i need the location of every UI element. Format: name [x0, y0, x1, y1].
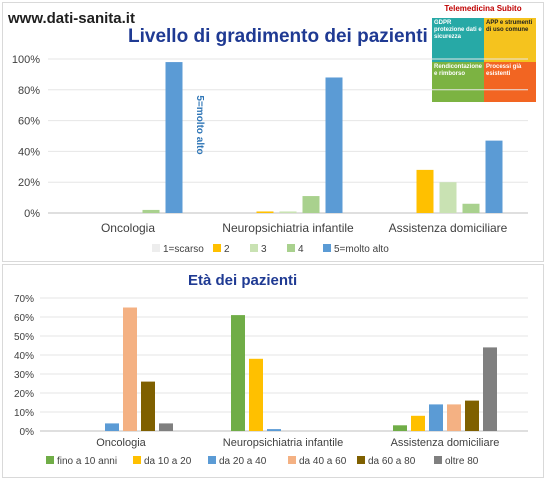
bar: [279, 211, 297, 213]
legend-label: 1=scarso: [163, 244, 204, 255]
bar: [325, 77, 343, 213]
bar: [231, 315, 245, 431]
bar: [485, 140, 503, 213]
chart-annotation: 5=molto alto: [194, 95, 205, 154]
site-label[interactable]: www.dati-sanita.it: [8, 10, 135, 27]
y-tick-label: 60%: [14, 313, 34, 324]
bar: [411, 415, 425, 431]
legend-swatch: [250, 244, 258, 252]
puzzle-piece-app: APP e strumenti di uso comune: [484, 18, 536, 62]
bar: [462, 203, 480, 213]
bar: [267, 429, 281, 431]
puzzle-piece-rendicontazione: Rendicontazione e rimborso: [432, 62, 484, 102]
bar: [105, 423, 119, 431]
bar: [393, 425, 407, 431]
legend-swatch: [287, 244, 295, 252]
y-tick-label: 40%: [14, 351, 34, 362]
legend-swatch: [46, 456, 54, 464]
y-tick-label: 60%: [18, 116, 40, 128]
y-tick-label: 40%: [18, 146, 40, 158]
legend-swatch: [323, 244, 331, 252]
category-label: Neuropsichiatria infantile: [223, 437, 343, 449]
bar: [142, 209, 160, 213]
satisfaction-chart-title: Livello di gradimento dei pazienti: [128, 26, 428, 47]
telemedicina-badge: Telemedicina Subito GDPR protezione dati…: [424, 4, 542, 104]
category-label: Oncologia: [96, 437, 146, 449]
legend-swatch: [152, 244, 160, 252]
puzzle-piece-processi: Processi già esistenti: [484, 62, 536, 102]
bar: [439, 182, 457, 213]
bar: [141, 381, 155, 431]
legend-swatch: [213, 244, 221, 252]
bar: [483, 347, 497, 431]
legend-label: da 10 a 20: [144, 456, 192, 467]
bar: [465, 400, 479, 431]
legend-label: 2: [224, 244, 230, 255]
bar: [165, 62, 183, 213]
y-tick-label: 0%: [24, 208, 40, 220]
bar: [416, 169, 434, 213]
y-tick-label: 70%: [14, 294, 34, 305]
bar: [302, 196, 320, 213]
y-tick-label: 80%: [18, 85, 40, 97]
puzzle-piece-gdpr: GDPR protezione dati e sicurezza: [432, 18, 484, 62]
y-tick-label: 30%: [14, 370, 34, 381]
y-tick-label: 20%: [18, 177, 40, 189]
legend-swatch: [434, 456, 442, 464]
legend-label: 3: [261, 244, 267, 255]
badge-title: Telemedicina Subito: [444, 4, 522, 13]
age-chart-title: Età dei pazienti: [188, 272, 298, 289]
legend-swatch: [357, 456, 365, 464]
bar: [159, 423, 173, 431]
y-tick-label: 20%: [14, 389, 34, 400]
category-label: Oncologia: [101, 221, 155, 235]
bar: [249, 358, 263, 431]
legend-label: oltre 80: [445, 456, 479, 467]
bar: [123, 307, 137, 431]
bar: [429, 404, 443, 431]
y-tick-label: 50%: [14, 332, 34, 343]
legend-swatch: [288, 456, 296, 464]
bar: [447, 404, 461, 431]
age-chart-panel: [2, 264, 544, 478]
category-label: Assistenza domiciliare: [391, 437, 500, 449]
legend-label: da 40 a 60: [299, 456, 347, 467]
category-label: Neuropsichiatria infantile: [222, 221, 354, 235]
legend-label: da 60 a 80: [368, 456, 416, 467]
legend-swatch: [208, 456, 216, 464]
legend-label: da 20 a 40: [219, 456, 267, 467]
bar: [256, 211, 274, 213]
legend-label: 5=molto alto: [334, 244, 389, 255]
y-tick-label: 100%: [12, 54, 40, 66]
category-label: Assistenza domiciliare: [389, 221, 508, 235]
legend-swatch: [133, 456, 141, 464]
legend-label: 4: [298, 244, 304, 255]
legend-label: fino a 10 anni: [57, 456, 117, 467]
y-tick-label: 0%: [20, 427, 35, 438]
y-tick-label: 10%: [14, 408, 34, 419]
